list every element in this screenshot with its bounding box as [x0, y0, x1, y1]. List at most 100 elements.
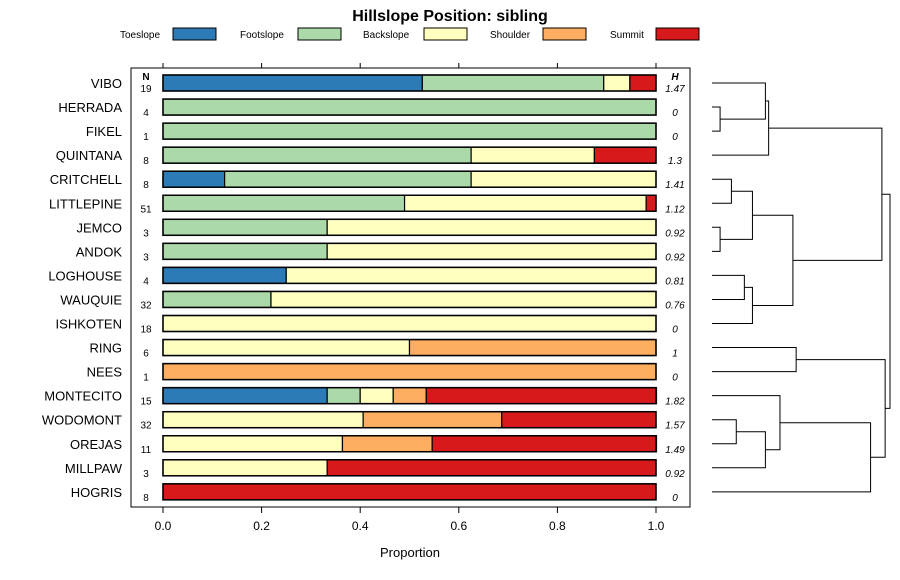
row-h-value: 1.82 — [665, 397, 685, 408]
row-h-value: 1.47 — [665, 84, 685, 95]
row-label: VIBO — [91, 76, 122, 91]
row-littlepine: LITTLEPINE 51 1.12 — [49, 194, 685, 215]
bar-segment-shoulder — [408, 338, 657, 357]
bar-segment-shoulder — [341, 435, 433, 453]
row-fikel: FIKEL 1 0 — [86, 122, 678, 143]
bar-segment-backslope — [162, 435, 344, 453]
row-vibo: VIBO 19 1.47 — [91, 74, 685, 95]
chart-title: Hillslope Position: sibling — [352, 8, 548, 25]
x-tick-label: 0.0 — [155, 519, 172, 533]
row-n-value: 4 — [143, 276, 149, 287]
row-h-value: 1.12 — [665, 204, 685, 215]
x-tick-label: 0.8 — [549, 519, 566, 533]
row-label: RING — [90, 341, 123, 356]
row-h-value: 1.3 — [668, 156, 682, 167]
dendrogram-branch — [712, 286, 753, 324]
row-label: JEMCO — [77, 220, 123, 235]
dendrogram-branch — [712, 100, 770, 156]
dendrogram-branch — [712, 226, 721, 252]
row-h-value: 0 — [672, 132, 678, 143]
row-n-value: 8 — [143, 180, 149, 191]
row-n-value: 8 — [143, 156, 149, 167]
row-n-value: 1 — [143, 373, 149, 384]
row-label: CRITCHELL — [50, 172, 122, 187]
bar-segment-footslope — [162, 242, 328, 260]
row-h-value: 1.49 — [665, 445, 685, 456]
row-h-value: 0 — [672, 493, 678, 504]
row-h-value: 0.81 — [665, 276, 684, 287]
bar-outline — [162, 410, 657, 429]
dendrogram-branch — [796, 359, 886, 458]
bar-outline — [162, 459, 657, 477]
legend-swatch-toeslope — [172, 27, 217, 41]
x-tick-label: 0.4 — [352, 519, 369, 533]
bar-segment-summit — [162, 483, 657, 501]
bar-outline — [162, 194, 657, 212]
bar-segment-backslope — [162, 314, 657, 333]
bar-segment-summit — [645, 194, 657, 212]
x-tick-label: 0.2 — [253, 519, 270, 533]
bar-segment-backslope — [470, 170, 657, 188]
x-tick-label: 1.0 — [648, 519, 665, 533]
bar-segment-toeslope — [162, 170, 226, 188]
bar-segment-footslope — [162, 290, 272, 309]
bar-segment-footslope — [162, 122, 657, 140]
row-n-value: 18 — [140, 325, 152, 336]
dendrogram-branch — [720, 190, 753, 240]
row-wodomont: WODOMONT 32 1.57 — [42, 410, 685, 432]
row-h-value: 0 — [672, 325, 678, 336]
row-montecito: MONTECITO 15 1.82 — [44, 386, 685, 408]
dendrogram-branch — [712, 274, 745, 300]
bar-segment-backslope — [403, 194, 647, 212]
legend-swatch-backslope — [423, 27, 468, 41]
bar-segment-backslope — [603, 74, 631, 92]
bar-segment-shoulder — [162, 363, 657, 381]
bar-segment-summit — [425, 387, 658, 405]
row-hogris: HOGRIS 8 0 — [71, 483, 678, 504]
bar-segment-backslope — [270, 290, 657, 309]
bar-segment-summit — [326, 459, 657, 477]
row-ring: RING 6 1 — [90, 338, 678, 360]
row-n-value: 51 — [140, 204, 152, 215]
row-label: WAUQUIE — [60, 292, 122, 307]
dendrogram-branch — [712, 347, 797, 373]
row-label: MONTECITO — [44, 389, 122, 404]
row-n-value: 32 — [140, 300, 152, 311]
bar-segment-summit — [431, 435, 658, 453]
bar-outline — [162, 314, 657, 333]
bar-outline — [162, 483, 657, 501]
legend: Toeslope Footslope Backslope Shoulder Summit — [120, 27, 700, 41]
bar-segment-footslope — [421, 74, 605, 92]
dendrogram-branch — [752, 214, 794, 306]
bar-segment-toeslope — [162, 74, 423, 92]
plot-frame — [130, 67, 691, 508]
bar-outline — [162, 170, 657, 188]
row-label: MILLPAW — [65, 461, 123, 476]
row-nees: NEES 1 0 — [87, 362, 678, 384]
row-label: HOGRIS — [71, 485, 123, 500]
legend-swatch-shoulder — [542, 27, 587, 41]
row-h-value: 1.41 — [665, 180, 684, 191]
bar-outline — [162, 362, 657, 381]
dendrogram-branch — [768, 127, 883, 261]
dendrogram-branch — [712, 106, 721, 132]
h-column-header: H — [671, 72, 679, 83]
row-loghouse: LOGHOUSE 4 0.81 — [48, 266, 685, 287]
legend-label-backslope: Backslope — [363, 30, 410, 41]
row-h-value: 0.92 — [665, 228, 685, 239]
row-n-value: 8 — [143, 493, 149, 504]
row-n-value: 32 — [140, 421, 152, 432]
bar-segment-summit — [501, 411, 657, 429]
bar-segment-backslope — [470, 146, 595, 164]
row-label: NEES — [87, 365, 123, 380]
bar-segment-backslope — [285, 266, 657, 284]
x-axis: 0.0 0.2 0.4 0.6 0.8 1.0 — [155, 63, 665, 533]
bar-outline — [162, 74, 657, 92]
row-n-value: 4 — [143, 108, 149, 119]
legend-label-toeslope: Toeslope — [120, 30, 160, 41]
bar-segment-backslope — [359, 387, 394, 405]
x-tick-label: 0.6 — [450, 519, 467, 533]
bar-outline — [162, 146, 657, 164]
legend-swatch-summit — [655, 27, 700, 41]
bar-outline — [162, 266, 657, 285]
